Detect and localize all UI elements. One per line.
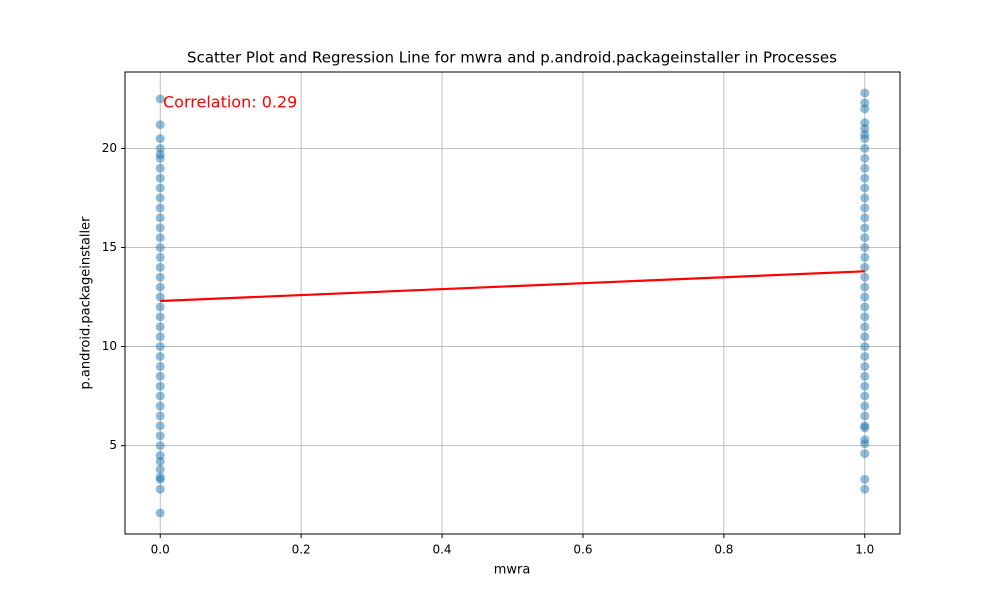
point — [860, 104, 870, 114]
point — [860, 243, 870, 253]
point — [860, 262, 870, 272]
x-tick-label: 0.6 — [573, 543, 592, 557]
point — [155, 431, 165, 441]
point — [860, 439, 870, 449]
point — [155, 474, 165, 484]
point — [155, 183, 165, 193]
point — [155, 282, 165, 292]
point — [155, 332, 165, 342]
y-tick-label: 5 — [109, 438, 117, 452]
y-axis-label: p.android.packageinstaller — [79, 216, 94, 390]
point — [860, 312, 870, 322]
point — [155, 120, 165, 130]
point — [860, 423, 870, 433]
point — [860, 292, 870, 302]
point — [155, 243, 165, 253]
point — [155, 391, 165, 401]
point — [155, 484, 165, 494]
annotation: Correlation: 0.29 — [163, 93, 297, 112]
x-tick-label: 0.4 — [432, 543, 451, 557]
point — [860, 223, 870, 233]
point — [860, 391, 870, 401]
point — [155, 411, 165, 421]
point — [155, 371, 165, 381]
point — [155, 173, 165, 183]
point — [860, 332, 870, 342]
point — [155, 302, 165, 312]
point — [860, 361, 870, 371]
point — [155, 163, 165, 173]
y-tick-label: 15 — [102, 240, 117, 254]
x-axis-label: mwra — [494, 563, 531, 578]
point — [860, 233, 870, 243]
point — [860, 411, 870, 421]
point — [155, 252, 165, 262]
point — [155, 94, 165, 104]
point — [155, 272, 165, 282]
point — [155, 213, 165, 223]
point — [860, 322, 870, 332]
point — [860, 203, 870, 213]
plot-frame — [124, 71, 901, 535]
y-tick-label: 20 — [102, 141, 117, 155]
point — [155, 153, 165, 163]
point — [860, 342, 870, 352]
point — [155, 292, 165, 302]
point — [860, 153, 870, 163]
point — [155, 134, 165, 144]
point — [860, 351, 870, 361]
point — [155, 203, 165, 213]
point — [155, 456, 165, 466]
x-tick-label: 1.0 — [855, 543, 874, 557]
regression-line — [160, 270, 865, 303]
point — [860, 302, 870, 312]
point — [155, 464, 165, 474]
point — [155, 233, 165, 243]
point — [155, 401, 165, 411]
point — [155, 322, 165, 332]
point — [860, 282, 870, 292]
point — [860, 381, 870, 391]
point — [155, 312, 165, 322]
point — [155, 193, 165, 203]
point — [155, 441, 165, 451]
point — [860, 88, 870, 98]
x-tick-label: 0.2 — [292, 543, 311, 557]
point — [155, 351, 165, 361]
point — [155, 262, 165, 272]
point — [860, 474, 870, 484]
point — [155, 361, 165, 371]
point — [860, 143, 870, 153]
point — [860, 163, 870, 173]
point — [155, 223, 165, 233]
point — [155, 508, 165, 518]
point — [155, 421, 165, 431]
point — [860, 371, 870, 381]
point — [860, 213, 870, 223]
point — [860, 173, 870, 183]
point — [155, 381, 165, 391]
point — [860, 449, 870, 459]
point — [860, 183, 870, 193]
point — [860, 193, 870, 203]
x-tick-label: 0.8 — [714, 543, 733, 557]
point — [860, 272, 870, 282]
point — [860, 134, 870, 144]
chart-title: Scatter Plot and Regression Line for mwr… — [187, 49, 837, 67]
x-tick-label: 0.0 — [151, 543, 170, 557]
point — [860, 252, 870, 262]
y-tick-label: 10 — [102, 339, 117, 353]
point — [860, 401, 870, 411]
point — [155, 342, 165, 352]
point — [860, 484, 870, 494]
